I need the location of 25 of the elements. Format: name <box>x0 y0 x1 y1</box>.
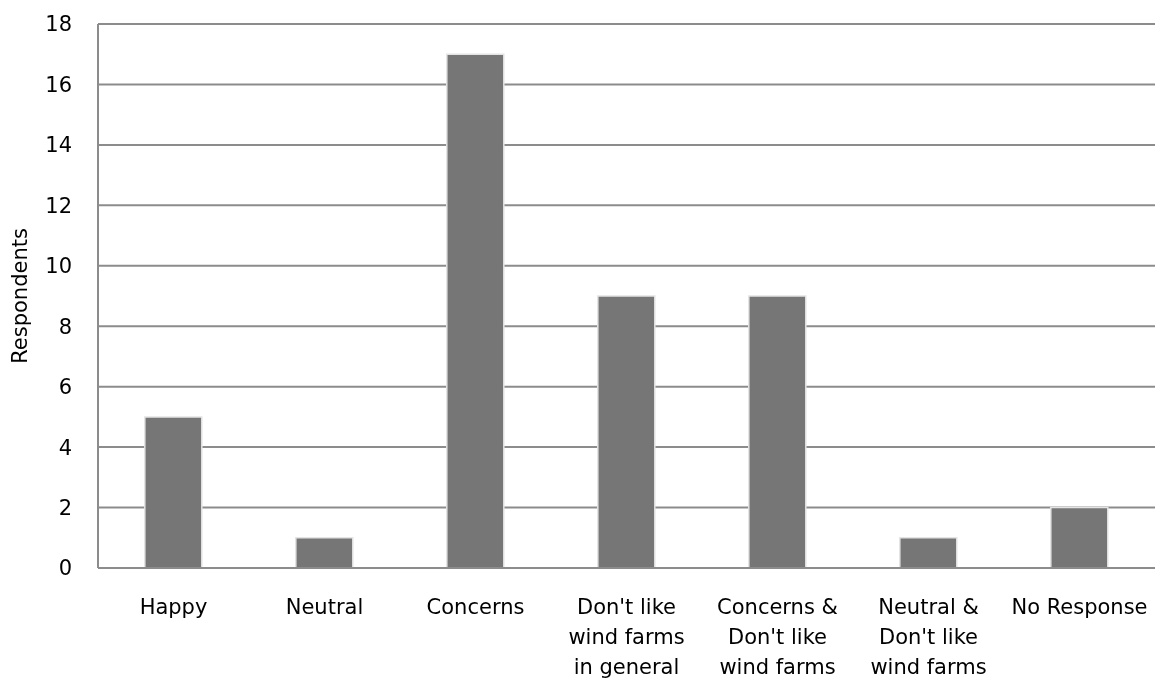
x-tick-label: Neutral & Don't like wind farms <box>870 595 987 678</box>
bar <box>899 537 958 568</box>
x-tick-label: Concerns <box>426 595 525 619</box>
x-tick-label: Neutral <box>285 595 364 619</box>
bar <box>1050 506 1109 568</box>
y-tick-label: 0 <box>58 556 72 581</box>
bar <box>446 53 505 568</box>
y-tick-label: 8 <box>58 314 72 339</box>
bar <box>144 416 203 568</box>
bar <box>295 537 354 568</box>
y-tick-label: 16 <box>45 72 72 97</box>
x-tick-label: Concerns & Don't like wind farms <box>717 595 838 678</box>
y-tick-label: 12 <box>45 193 72 218</box>
x-tick-label: Happy <box>139 595 208 619</box>
y-axis-title: Respondents <box>8 228 32 364</box>
x-tick-label: No Response <box>1011 595 1148 619</box>
y-tick-label: 4 <box>58 435 72 460</box>
y-tick-label: 18 <box>45 12 72 37</box>
y-tick-label: 10 <box>45 254 72 279</box>
y-tick-label: 6 <box>58 375 72 400</box>
bar <box>597 295 656 568</box>
bar <box>748 295 807 568</box>
x-tick-label: Don't like wind farms in general <box>568 595 685 678</box>
y-tick-label: 14 <box>45 133 72 158</box>
y-tick-label: 2 <box>58 496 72 521</box>
